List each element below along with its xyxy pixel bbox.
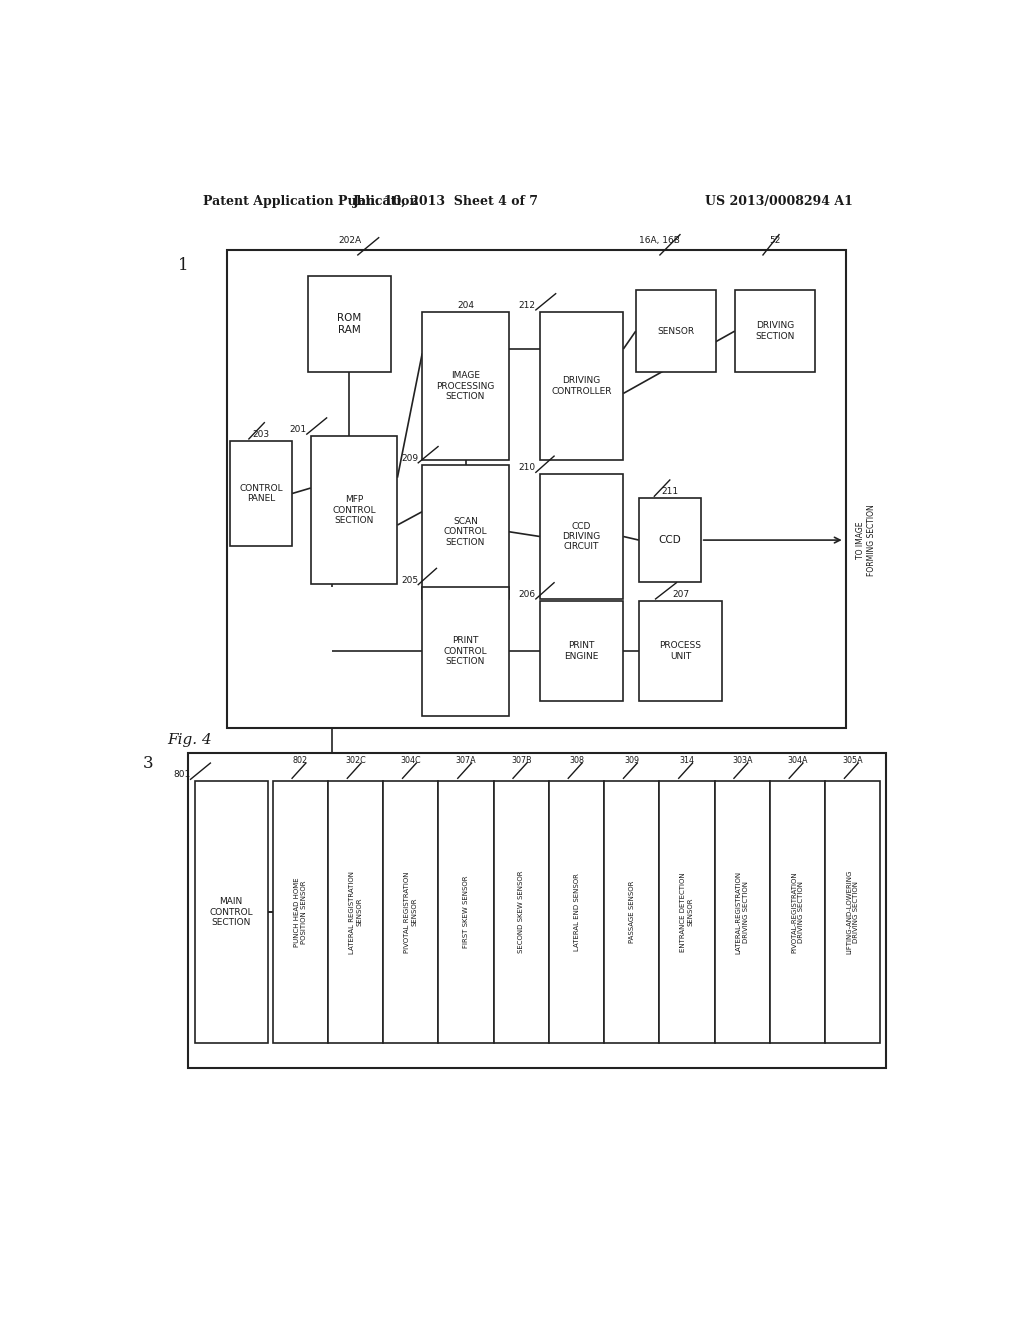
Text: 209: 209	[401, 454, 418, 463]
Bar	[422, 586, 509, 715]
Bar	[540, 474, 624, 598]
Bar	[195, 781, 268, 1043]
Text: 802: 802	[293, 756, 308, 766]
Bar	[549, 781, 604, 1043]
Bar	[636, 290, 716, 372]
Text: 304A: 304A	[787, 756, 808, 766]
Text: 3: 3	[142, 755, 154, 772]
Text: 304C: 304C	[400, 756, 421, 766]
Bar	[438, 781, 494, 1043]
Text: 210: 210	[519, 463, 536, 473]
Text: TO IMAGE
FORMING SECTION: TO IMAGE FORMING SECTION	[856, 504, 876, 576]
Text: PRINT
ENGINE: PRINT ENGINE	[564, 642, 599, 661]
Text: 801: 801	[173, 771, 190, 779]
Text: 307B: 307B	[511, 756, 531, 766]
Text: MFP
CONTROL
SECTION: MFP CONTROL SECTION	[332, 495, 376, 525]
Bar	[328, 781, 383, 1043]
Bar	[825, 781, 881, 1043]
Bar	[540, 601, 624, 701]
Text: Jan. 10, 2013  Sheet 4 of 7: Jan. 10, 2013 Sheet 4 of 7	[352, 194, 539, 207]
Bar	[735, 290, 815, 372]
Text: 203: 203	[253, 430, 269, 440]
Text: PIVOTAL-REGISTRATION
DRIVING SECTION: PIVOTAL-REGISTRATION DRIVING SECTION	[791, 871, 804, 953]
Text: 204: 204	[457, 301, 474, 310]
Bar	[307, 276, 391, 372]
Bar	[604, 781, 659, 1043]
Text: 202A: 202A	[338, 236, 361, 244]
Text: US 2013/0008294 A1: US 2013/0008294 A1	[705, 194, 853, 207]
Text: 52: 52	[769, 236, 780, 244]
Text: LATERAL REGISTRATION
SENSOR: LATERAL REGISTRATION SENSOR	[349, 871, 362, 953]
Text: SECOND SKEW SENSOR: SECOND SKEW SENSOR	[518, 871, 524, 953]
Text: Fig. 4: Fig. 4	[168, 734, 212, 747]
Text: SENSOR: SENSOR	[657, 326, 694, 335]
Text: MAIN
CONTROL
SECTION: MAIN CONTROL SECTION	[209, 898, 253, 927]
Text: IMAGE
PROCESSING
SECTION: IMAGE PROCESSING SECTION	[436, 371, 495, 401]
Bar	[422, 312, 509, 461]
Bar	[715, 781, 770, 1043]
Bar	[383, 781, 438, 1043]
Text: 211: 211	[662, 487, 678, 496]
Text: PIVOTAL REGISTRATION
SENSOR: PIVOTAL REGISTRATION SENSOR	[404, 871, 418, 953]
Bar	[230, 441, 292, 546]
Text: CCD: CCD	[658, 535, 681, 545]
Bar	[272, 781, 328, 1043]
Text: LATERAL-REGISTRATION
DRIVING SECTION: LATERAL-REGISTRATION DRIVING SECTION	[735, 871, 749, 953]
Text: CONTROL
PANEL: CONTROL PANEL	[240, 484, 283, 503]
Text: SCAN
CONTROL
SECTION: SCAN CONTROL SECTION	[443, 517, 487, 546]
Bar	[227, 249, 846, 727]
Text: 212: 212	[519, 301, 536, 310]
Text: 314: 314	[680, 756, 694, 766]
Text: CCD
DRIVING
CIRCUIT: CCD DRIVING CIRCUIT	[562, 521, 601, 552]
Text: 1: 1	[178, 256, 188, 273]
Bar	[639, 601, 722, 701]
Bar	[770, 781, 825, 1043]
Bar	[659, 781, 715, 1043]
Text: DRIVING
CONTROLLER: DRIVING CONTROLLER	[551, 376, 611, 396]
Text: FIRST SKEW SENSOR: FIRST SKEW SENSOR	[463, 876, 469, 948]
Text: Patent Application Publication: Patent Application Publication	[204, 194, 419, 207]
Bar	[187, 752, 886, 1068]
Text: ROM
RAM: ROM RAM	[337, 313, 361, 335]
Text: 308: 308	[569, 756, 584, 766]
Text: 307A: 307A	[456, 756, 476, 766]
Text: PROCESS
UNIT: PROCESS UNIT	[659, 642, 701, 661]
Text: 305A: 305A	[843, 756, 863, 766]
Bar	[310, 436, 397, 585]
Text: 205: 205	[401, 576, 418, 585]
Text: 206: 206	[519, 590, 536, 599]
Text: 303A: 303A	[732, 756, 753, 766]
Text: PUNCH HEAD HOME
POSITION SENSOR: PUNCH HEAD HOME POSITION SENSOR	[294, 878, 307, 946]
Text: 309: 309	[625, 756, 639, 766]
Bar	[494, 781, 549, 1043]
Bar	[639, 498, 700, 582]
Text: PASSAGE SENSOR: PASSAGE SENSOR	[629, 880, 635, 944]
Bar	[422, 465, 509, 598]
Text: 207: 207	[672, 590, 689, 599]
Text: 16A, 16B: 16A, 16B	[639, 236, 680, 244]
Text: ENTRANCE DETECTION
SENSOR: ENTRANCE DETECTION SENSOR	[681, 873, 693, 952]
Text: DRIVING
SECTION: DRIVING SECTION	[756, 321, 795, 341]
Text: PRINT
CONTROL
SECTION: PRINT CONTROL SECTION	[443, 636, 487, 667]
Text: LATERAL END SENSOR: LATERAL END SENSOR	[573, 873, 580, 950]
Text: 302C: 302C	[345, 756, 366, 766]
Text: LIFTING-AND-LOWERING
DRIVING SECTION: LIFTING-AND-LOWERING DRIVING SECTION	[846, 870, 859, 954]
Bar	[540, 312, 624, 461]
Text: 201: 201	[290, 425, 307, 434]
